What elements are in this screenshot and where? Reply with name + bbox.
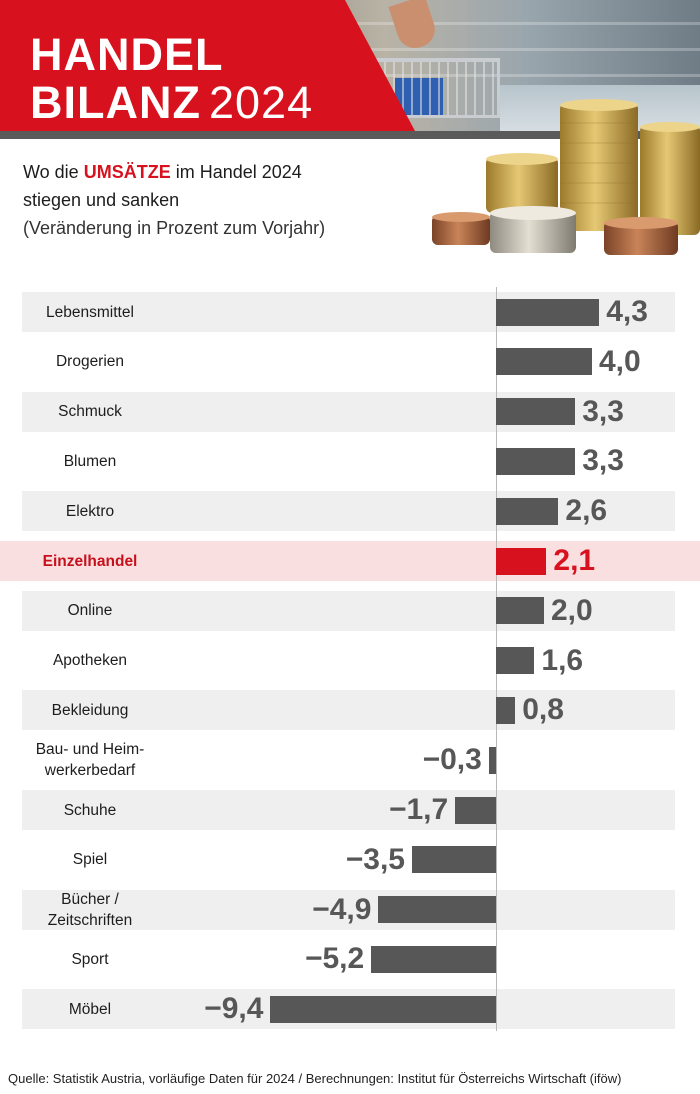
row-background <box>22 690 675 731</box>
bar <box>496 547 547 575</box>
title-bold: BILANZ <box>30 77 201 128</box>
bar <box>270 995 496 1023</box>
header-divider <box>0 131 700 139</box>
value-label: −5,2 <box>304 942 365 976</box>
category-label: Apotheken <box>52 652 128 670</box>
category-label: Bekleidung <box>51 701 129 719</box>
bar <box>496 348 592 376</box>
category-label: Drogerien <box>55 353 125 371</box>
category-label: Bücher / Zeitschriften <box>47 890 133 929</box>
value-label: 1,6 <box>541 643 584 677</box>
row-background <box>22 790 675 830</box>
value-label: −9,4 <box>204 992 264 1026</box>
title-year: 2024 <box>208 77 314 128</box>
subtitle-highlight: UMSÄTZE <box>83 162 171 182</box>
bar <box>455 796 496 824</box>
category-label: Lebensmittel <box>46 303 134 321</box>
row-background <box>22 491 675 532</box>
subtitle-line-1: Wo die UMSÄTZE im Handel 2024 <box>23 161 302 183</box>
bar <box>412 846 496 874</box>
coins-image <box>432 99 700 255</box>
category-label: Schuhe <box>63 801 117 819</box>
category-label: Sport <box>71 950 109 968</box>
title-line-2: BILANZ 2024 <box>30 80 313 125</box>
subtitle-line-3: (Veränderung in Prozent zum Vorjahr) <box>23 218 326 238</box>
category-label: Möbel <box>68 1000 112 1018</box>
value-label: −0,3 <box>422 743 482 777</box>
value-label: 0,8 <box>522 693 564 727</box>
subtitle-post: im Handel 2024 <box>170 162 302 182</box>
subtitle-pre: Wo die <box>23 162 84 182</box>
subtitle-line-2: stiegen und sanken <box>23 190 180 210</box>
bar <box>496 447 576 475</box>
bar <box>496 497 559 525</box>
value-label: 4,0 <box>599 344 641 378</box>
bar <box>496 398 576 426</box>
value-label: 2,1 <box>553 544 596 577</box>
category-label: Online <box>67 602 113 620</box>
bar <box>496 696 516 724</box>
category-label: Schmuck <box>58 403 122 421</box>
category-label: Blumen <box>63 452 117 470</box>
value-label: −1,7 <box>388 793 449 826</box>
bar <box>496 298 600 326</box>
value-label: 3,3 <box>582 444 624 478</box>
value-label: 4,3 <box>606 295 648 328</box>
row-background <box>22 889 675 930</box>
row-highlight-background <box>0 541 700 581</box>
bar <box>496 597 544 625</box>
bar <box>496 647 535 675</box>
value-label: −3,5 <box>345 842 405 876</box>
value-label: 3,3 <box>582 394 624 428</box>
row-background <box>22 590 675 631</box>
value-label: −4,9 <box>312 892 372 926</box>
value-label: 2,0 <box>551 593 593 627</box>
category-label: Bau- und Heim-werkerbedarf <box>35 741 145 780</box>
source-note: Quelle: Statistik Austria, vorläufige Da… <box>8 1071 622 1086</box>
value-label: 2,6 <box>565 494 608 528</box>
bar <box>378 896 496 924</box>
category-label: Spiel <box>72 851 108 869</box>
bar <box>488 746 496 774</box>
title-banner <box>0 0 415 131</box>
bar <box>371 945 496 973</box>
category-label: Elektro <box>65 502 115 520</box>
title-line-1: HANDEL <box>30 29 224 80</box>
category-label: Einzelhandel <box>42 552 138 570</box>
